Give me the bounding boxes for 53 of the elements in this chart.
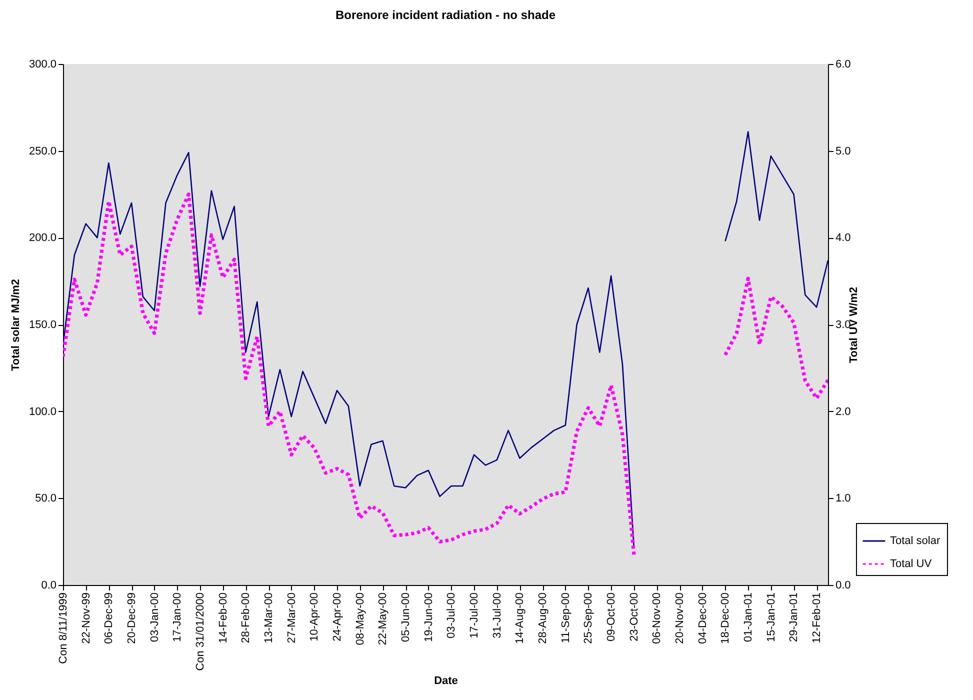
y2-tick-label: 2.0 <box>836 406 851 418</box>
x-tick-label: 01-Jan-01 <box>742 592 755 642</box>
x-axis-title: Date <box>434 674 458 687</box>
x-tick-label: 06-Nov-00 <box>651 592 664 644</box>
legend-label: Total UV <box>890 558 932 570</box>
x-tick-label: Con 31/01/2000 <box>194 592 207 671</box>
x-tick-label: 05-Jun-00 <box>400 592 412 642</box>
y-tick-label: 50.0 <box>35 492 56 505</box>
x-tick-label: 25-Sep-00 <box>582 592 595 644</box>
x-tick-label: 04-Dec-00 <box>696 592 709 644</box>
x-tick-label: 10-Apr-00 <box>308 592 321 642</box>
chart-title: Borenore incident radiation - no shade <box>335 8 556 22</box>
x-tick-label: 12-Feb-01 <box>811 592 824 644</box>
x-tick-label: 28-Aug-00 <box>537 592 550 644</box>
x-tick-label: 22-Nov-99 <box>80 592 92 644</box>
y-tick-label: 0.0 <box>41 580 56 592</box>
x-tick-label: 14-Feb-00 <box>217 592 230 644</box>
x-tick-label: 31-Jul-00 <box>491 592 504 638</box>
x-tick-label: 09-Oct-00 <box>606 592 618 642</box>
x-tick-label: 06-Dec-99 <box>103 592 116 644</box>
x-tick-label: Con 8/11/1999 <box>58 592 70 664</box>
x-tick-label: 13-Mar-00 <box>263 592 276 644</box>
y2-tick-label: 6.0 <box>836 58 851 70</box>
x-tick-label: 14-Aug-00 <box>514 592 526 644</box>
x-tick-label: 03-Jul-00 <box>446 592 458 638</box>
x-tick-label: 24-Apr-00 <box>332 592 344 642</box>
y-tick-label: 100.0 <box>28 406 56 418</box>
x-tick-label: 22-May-00 <box>377 592 390 646</box>
x-tick-label: 11-Sep-00 <box>560 592 572 644</box>
y-tick-label: 250.0 <box>28 145 56 158</box>
x-tick-label: 20-Dec-99 <box>126 592 138 644</box>
x-tick-label: 17-Jul-00 <box>468 592 481 638</box>
x-tick-label: 28-Feb-00 <box>240 592 252 644</box>
y2-tick-label: 5.0 <box>836 145 851 158</box>
y-tick-label: 150.0 <box>28 319 56 331</box>
y2-tick-label: 4.0 <box>836 232 851 244</box>
x-tick-label: 03-Jan-00 <box>148 592 161 642</box>
y-tick-label: 200.0 <box>28 232 56 244</box>
y2-tick-label: 1.0 <box>836 492 851 505</box>
x-tick-label: 29-Jan-01 <box>788 592 800 642</box>
x-tick-label: 27-Mar-00 <box>286 592 298 644</box>
x-tick-label: 08-May-00 <box>354 592 366 646</box>
x-tick-label: 17-Jan-00 <box>172 592 184 642</box>
y2-tick-label: 3.0 <box>836 319 851 331</box>
legend-label: Total solar <box>890 535 940 547</box>
x-tick-label: 19-Jun-00 <box>422 592 435 642</box>
x-tick-label: 20-Nov-00 <box>674 592 686 644</box>
y-axis-title: Total solar MJ/m2 <box>10 278 22 372</box>
y-tick-label: 300.0 <box>28 58 56 70</box>
x-tick-label: 23-Oct-00 <box>628 592 640 642</box>
y2-tick-label: 0.0 <box>836 580 851 592</box>
x-tick-label: 15-Jan-01 <box>765 592 778 642</box>
x-tick-label: 18-Dec-00 <box>720 592 732 644</box>
